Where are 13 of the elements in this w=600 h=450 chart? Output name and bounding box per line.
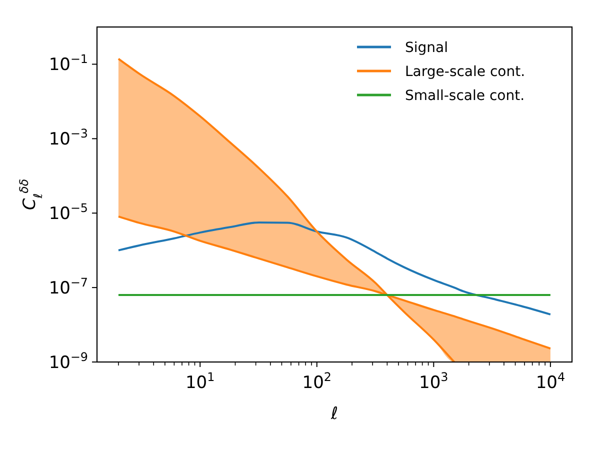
legend-label: Signal [405, 40, 448, 56]
y-tick-label: 10$^{−5}$ [48, 201, 88, 224]
y-tick-label: 10$^{−1}$ [48, 52, 88, 76]
x-tick-label: 10$^{3}$ [419, 370, 448, 393]
y-tick-label: 10$^{−3}$ [48, 126, 88, 150]
legend-label: Small-scale cont. [405, 88, 525, 104]
y-tick-label: 10$^{−9}$ [48, 350, 88, 373]
legend-label: Large-scale cont. [405, 64, 526, 80]
x-tick-label: 10$^{2}$ [302, 370, 332, 393]
x-tick-label: 10$^{1}$ [185, 370, 215, 393]
x-tick-label: 10$^{4}$ [536, 370, 566, 393]
y-tick-label: 10$^{−7}$ [48, 276, 88, 299]
x-axis-title: ℓ [330, 404, 338, 424]
